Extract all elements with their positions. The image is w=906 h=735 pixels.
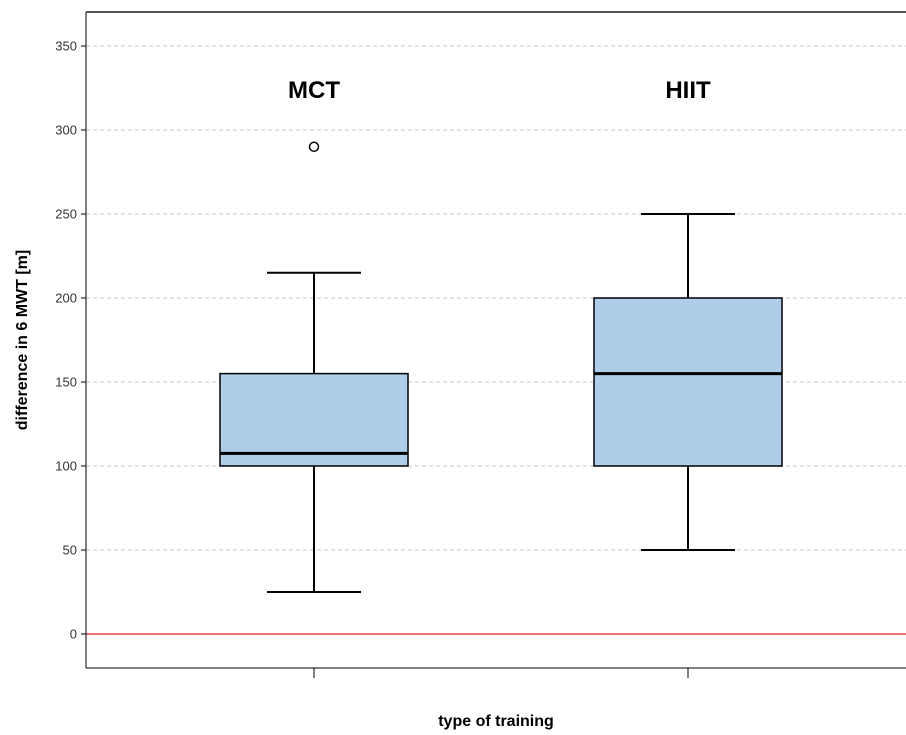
y-tick-label-100: 100 (55, 459, 77, 474)
y-tick-label-250: 250 (55, 207, 77, 222)
plot-area-background (86, 12, 906, 668)
y-tick-label-350: 350 (55, 39, 77, 54)
group-labels: MCT HIIT (288, 77, 711, 104)
axes (85, 11, 906, 669)
iqr-box-mct (219, 372, 409, 467)
y-tick-label-300: 300 (55, 123, 77, 138)
x-axis-title: type of training (438, 713, 554, 730)
x-axis-ticks (313, 668, 689, 678)
y-tick-label-200: 200 (55, 291, 77, 306)
y-axis-ticks: 0 50 100 150 200 250 300 350 (55, 39, 86, 642)
y-tick-label-50: 50 (63, 543, 77, 558)
y-tick-label-150: 150 (55, 375, 77, 390)
iqr-box-hiit (593, 297, 783, 467)
y-tick-label-0: 0 (70, 627, 77, 642)
y-axis-title: difference in 6 MWT [m] (14, 250, 31, 430)
box-hiit (593, 213, 783, 551)
outlier-point-mct-0 (308, 141, 320, 153)
box-mct (219, 141, 409, 593)
box-groups (219, 141, 783, 593)
group-label-hiit: HIIT (665, 77, 711, 104)
group-label-mct: MCT (288, 77, 340, 104)
